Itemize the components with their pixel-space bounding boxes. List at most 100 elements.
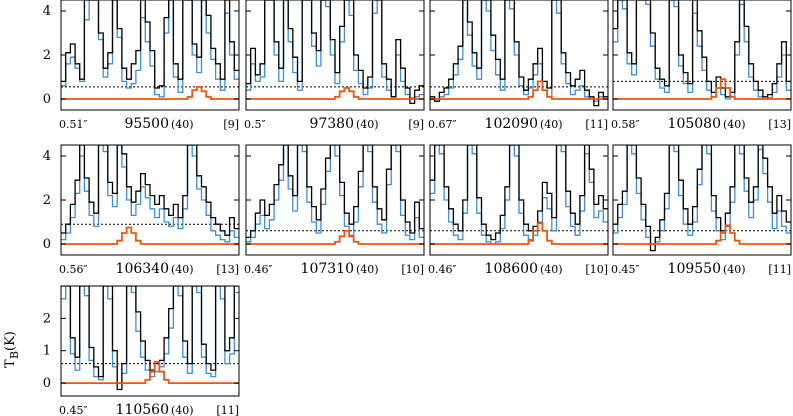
- frequency-label: 95500: [124, 116, 169, 132]
- frequency-label: 106340: [116, 261, 169, 277]
- frequency-label: 97380: [309, 116, 354, 132]
- series-observed: [61, 145, 239, 236]
- width-label: (40): [723, 118, 746, 131]
- resolution-label: 0.58″: [611, 118, 640, 131]
- plot-area: [613, 0, 791, 100]
- width-label: (40): [540, 118, 563, 131]
- frequency-label: 107310: [301, 261, 354, 277]
- plot-area: [61, 0, 239, 100]
- index-label: [13]: [768, 118, 791, 131]
- y-axis: 0 2 4: [43, 4, 239, 107]
- y-tick-label: 2: [43, 193, 51, 208]
- series-observed: [430, 145, 608, 241]
- series-model-species: [430, 80, 608, 100]
- plot-area: [613, 145, 791, 252]
- series-model-species: [61, 86, 239, 100]
- index-label: [13]: [216, 263, 239, 276]
- resolution-label: 0.67″: [428, 118, 457, 131]
- plot-area: [61, 145, 239, 245]
- y-axis: [430, 10, 608, 100]
- y-tick-label: 2: [43, 48, 51, 63]
- series-model-total: [246, 145, 424, 243]
- plot-area: [246, 145, 424, 245]
- plot-area: [430, 145, 608, 245]
- y-axis-title-unit: (K): [3, 331, 18, 351]
- width-label: (40): [356, 118, 379, 131]
- y-axis: [430, 155, 608, 245]
- width-label: (40): [540, 263, 563, 276]
- series-observed: [430, 0, 608, 107]
- panel-102090: 0.67″ 102090 (40) [11]: [428, 0, 609, 132]
- y-tick-label: 0: [43, 92, 51, 107]
- panel-frame: [60, 285, 240, 397]
- y-axis: [246, 10, 424, 100]
- panel-105080: 0.58″ 105080 (40) [13]: [611, 0, 792, 132]
- frequency-label: 102090: [485, 116, 538, 132]
- width-label: (40): [723, 263, 746, 276]
- resolution-label: 0.46″: [428, 263, 457, 276]
- panel-109550: 0.45″ 109550 (40) [11]: [611, 144, 792, 277]
- y-tick-label: 1: [43, 344, 51, 359]
- width-label: (40): [356, 263, 379, 276]
- panel-97380: 0.5″ 97380 (40) [9]: [244, 0, 425, 132]
- y-axis: [613, 10, 791, 100]
- y-axis: [246, 155, 424, 245]
- y-tick-label: 0: [43, 376, 51, 391]
- series-model-species: [430, 222, 608, 245]
- frequency-label: 110560: [116, 402, 169, 416]
- resolution-label: 0.45″: [59, 404, 88, 416]
- series-model-species: [61, 226, 239, 245]
- resolution-label: 0.5″: [244, 118, 266, 131]
- series-model-species: [613, 78, 791, 100]
- y-tick-label: 2: [43, 311, 51, 326]
- y-axis-title: T B (K): [3, 331, 21, 368]
- panel-108600: 0.46″ 108600 (40) [10]: [428, 144, 609, 277]
- series-observed: [613, 0, 791, 98]
- plot-area: [246, 0, 424, 105]
- resolution-label: 0.51″: [59, 118, 88, 131]
- index-label: [11]: [585, 118, 608, 131]
- y-axis: 0 2 4: [43, 149, 239, 252]
- series-model-species: [246, 87, 424, 100]
- width-label: (40): [171, 118, 194, 131]
- y-tick-label: 4: [43, 4, 51, 19]
- panel-110560: 0 1 2 0.45″ 110560 (40) [11]: [43, 285, 240, 416]
- series-observed: [613, 145, 791, 252]
- series-observed: [246, 0, 424, 105]
- y-axis-title-sub: B: [8, 351, 21, 359]
- series-model-species: [246, 229, 424, 245]
- plot-area: [61, 286, 239, 391]
- index-label: [11]: [216, 404, 239, 416]
- index-label: [9]: [408, 118, 424, 131]
- y-axis: 0 1 2: [43, 311, 239, 391]
- resolution-label: 0.56″: [59, 263, 88, 276]
- resolution-label: 0.45″: [611, 263, 640, 276]
- panel-106340: 0 2 4 0.56″ 106340 (40) [13]: [43, 144, 240, 277]
- y-axis: [613, 155, 791, 245]
- series-observed: [61, 286, 239, 391]
- plot-area: [430, 0, 608, 107]
- y-tick-label: 4: [43, 149, 51, 164]
- width-label: (40): [171, 404, 194, 416]
- frequency-label: 109550: [668, 261, 721, 277]
- frequency-label: 108600: [485, 261, 538, 277]
- index-label: [10]: [585, 263, 608, 276]
- series-model-species: [61, 361, 239, 384]
- panel-frame: [245, 144, 425, 256]
- series-model-total: [61, 0, 239, 98]
- series-model-species: [613, 224, 791, 245]
- y-tick-label: 0: [43, 237, 51, 252]
- series-model-total: [613, 0, 791, 100]
- series-model-total: [61, 145, 239, 243]
- panel-107310: 0.46″ 107310 (40) [10]: [244, 144, 425, 277]
- index-label: [10]: [401, 263, 424, 276]
- resolution-label: 0.46″: [244, 263, 273, 276]
- y-axis-title-main: T: [3, 359, 18, 368]
- index-label: [9]: [223, 118, 239, 131]
- series-observed: [61, 0, 239, 89]
- width-label: (40): [171, 263, 194, 276]
- series-observed: [246, 145, 424, 239]
- index-label: [11]: [768, 263, 791, 276]
